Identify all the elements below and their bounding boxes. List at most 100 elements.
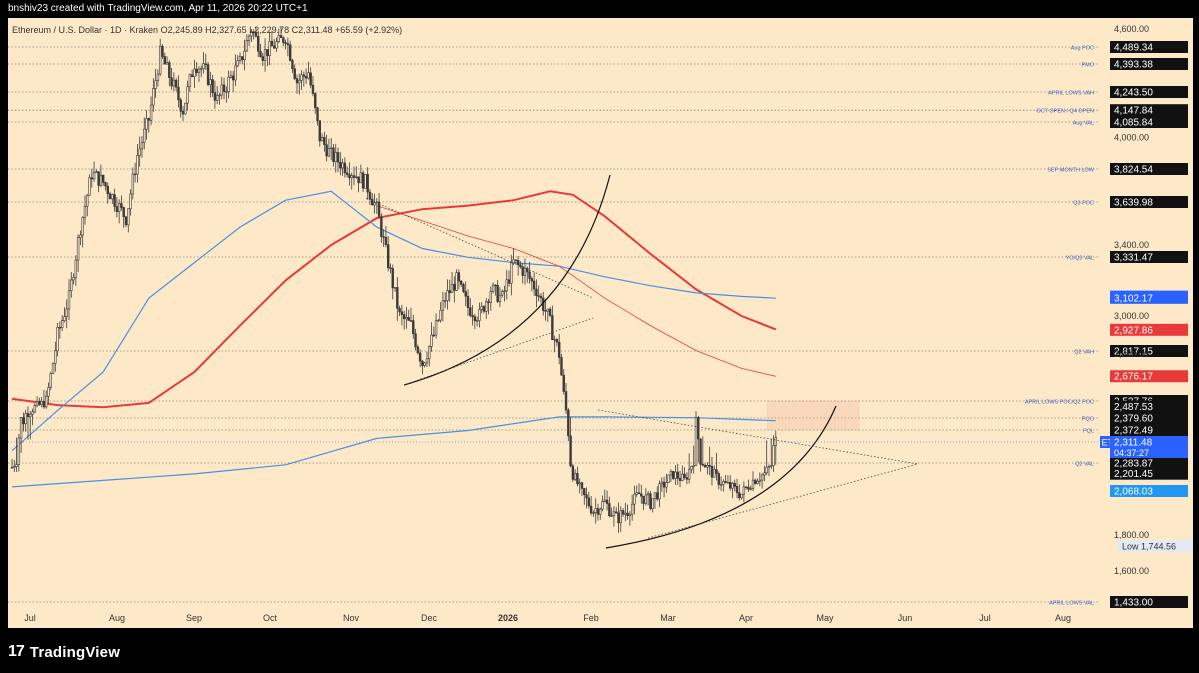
candle-body: [339, 161, 342, 169]
candle-body: [658, 483, 661, 500]
candle-body: [516, 260, 520, 266]
candle-body: [170, 77, 173, 87]
candle-body: [58, 326, 62, 329]
candle-body: [430, 334, 433, 347]
candle-body: [665, 482, 668, 488]
level-price-tag: [1110, 86, 1188, 98]
symbol-legend: Ethereum / U.S. Dollar · 1D · Kraken O2,…: [12, 25, 402, 35]
candle-body: [393, 287, 397, 289]
candle-body: [674, 471, 677, 479]
candle-body: [418, 352, 422, 362]
candle-body: [494, 284, 497, 287]
candle-body: [724, 481, 727, 483]
candle-body: [325, 144, 328, 157]
y-tick-label: 4,000.00: [1114, 132, 1149, 142]
candle-body: [259, 51, 262, 57]
last-price-tag: [1110, 436, 1188, 458]
candle-body: [209, 79, 212, 85]
candle-body: [564, 391, 568, 411]
candle-body: [706, 465, 709, 468]
parabolic-curve-2: [605, 405, 837, 549]
candle-body: [300, 74, 303, 81]
level-price-label: 3,331.47: [1114, 253, 1153, 264]
level-name: PQO: [1082, 417, 1095, 423]
candle-body: [649, 493, 652, 509]
y-tick-label: 4,600.00: [1114, 24, 1149, 34]
candle-body: [480, 306, 483, 310]
candle-body: [163, 56, 166, 65]
candle-body: [17, 437, 21, 465]
candle-body: [380, 216, 383, 237]
candle-body: [129, 193, 132, 210]
candle-body: [254, 32, 258, 37]
candle-body: [751, 479, 755, 489]
candle-body: [405, 317, 408, 320]
chart-plot-area[interactable]: Ethereum / U.S. Dollar · 1D · Kraken O2,…: [8, 18, 1193, 628]
candle-body: [88, 177, 91, 196]
candle-body: [624, 512, 627, 515]
candle-body: [95, 171, 98, 173]
candle-body: [628, 513, 632, 516]
candle-body: [585, 494, 588, 499]
candle-body: [149, 104, 153, 121]
candle-body: [398, 307, 401, 313]
indicator-price-label: 2,927.86: [1114, 325, 1153, 336]
candle-body: [140, 142, 144, 150]
candle-body: [765, 466, 768, 474]
candle-body: [692, 465, 695, 467]
candle-body: [65, 308, 68, 318]
candle-body: [266, 49, 269, 57]
candle-body: [699, 438, 702, 465]
candle-body: [701, 463, 705, 466]
candle-body: [562, 374, 565, 392]
candle-body: [247, 35, 251, 41]
indicator-price-label: 2,676.17: [1114, 372, 1153, 383]
candle-body: [307, 72, 310, 79]
candle-body: [651, 498, 654, 509]
candle-body: [733, 483, 736, 487]
candle-body: [229, 75, 233, 78]
candle-body: [29, 414, 32, 418]
candle-body: [489, 291, 492, 303]
candle-body: [498, 294, 502, 302]
level-name: Q3 POC: [1073, 201, 1094, 207]
candle-body: [245, 40, 249, 52]
candle-body: [446, 290, 449, 301]
candle-body: [382, 236, 385, 238]
candle-body: [92, 172, 96, 180]
candle-body: [275, 41, 278, 49]
level-price-label: 1,433.00: [1114, 598, 1153, 609]
candle-body: [106, 185, 109, 195]
candle-body: [555, 339, 559, 343]
candle-body: [726, 482, 730, 484]
candle-body: [320, 137, 324, 142]
footer: 17 TradingView: [8, 640, 120, 664]
candle-body: [361, 172, 365, 189]
candle-body: [172, 79, 176, 87]
candle-body: [352, 175, 356, 178]
level-name: Aug POC: [1071, 46, 1094, 52]
candle-body: [348, 174, 351, 179]
candle-body: [186, 86, 189, 104]
candle-body: [74, 259, 78, 278]
candle-body: [238, 56, 242, 61]
symbol-ohlc: O2,245.89 H2,327.65 L2,229.78 C2,311.48 …: [160, 25, 403, 35]
candle-body: [63, 316, 66, 321]
candle-body: [90, 177, 94, 180]
candle-body: [145, 118, 148, 130]
candle-body: [754, 479, 757, 484]
x-tick-label: Feb: [583, 613, 599, 623]
price-chart-svg[interactable]: Aug POC 4,489.34 PMO 4,393.38 APRIL LOWS VAH…: [8, 18, 1193, 628]
candle-body: [371, 198, 374, 206]
level-price-label: 2,372.49: [1114, 426, 1153, 437]
candle-body: [610, 515, 613, 517]
candle-body: [327, 148, 331, 157]
candle-body: [83, 205, 87, 218]
level-name: YO/Q3 VAL: [1066, 256, 1094, 262]
indicator-price-tag: [1110, 467, 1188, 480]
ma-red-line: [11, 190, 777, 409]
candle-body: [44, 395, 48, 408]
candle-body: [252, 31, 255, 34]
candle-body: [434, 320, 438, 336]
x-tick-label: Mar: [660, 613, 676, 623]
